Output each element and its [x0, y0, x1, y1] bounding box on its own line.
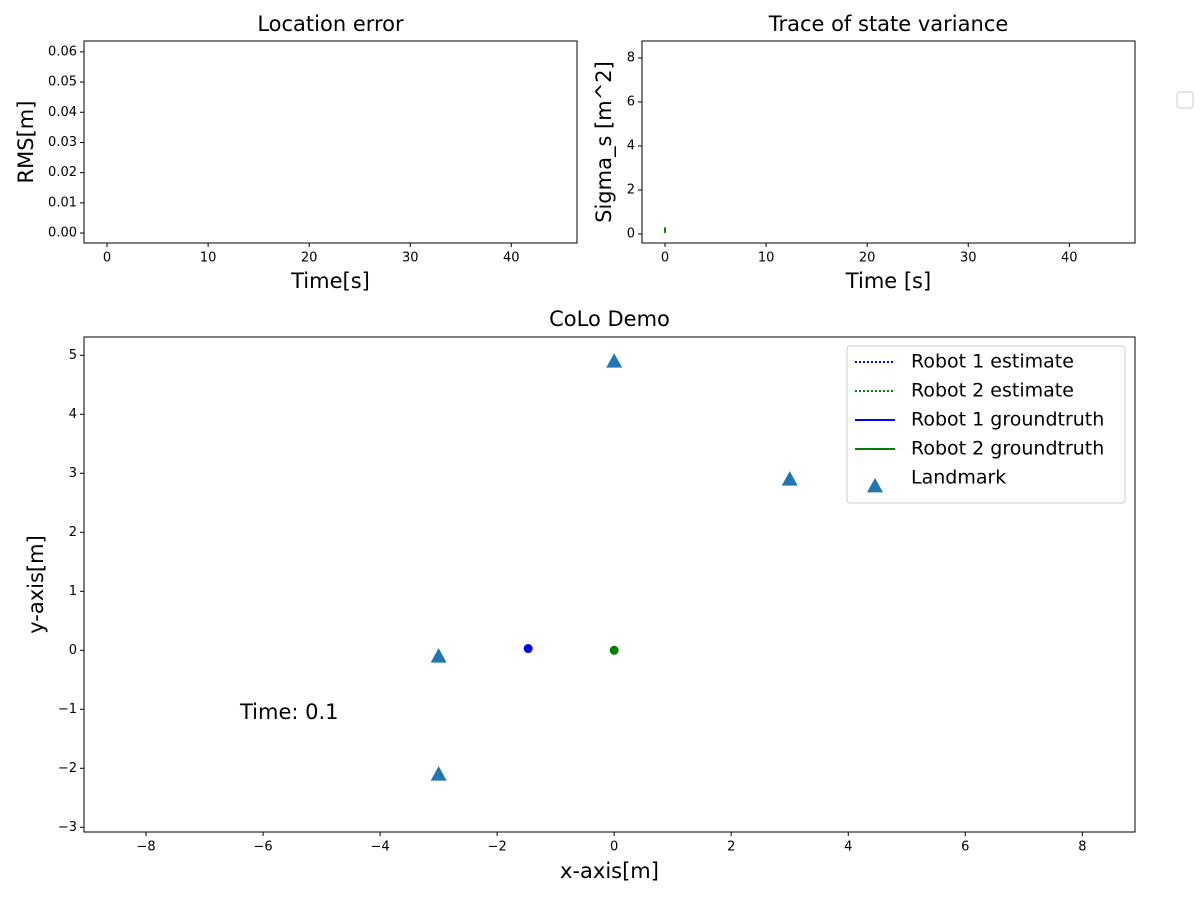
robot-position: [523, 644, 533, 654]
y-tick-label: 6: [627, 94, 635, 109]
y-tick-label: 0.03: [48, 135, 77, 150]
y-tick-label: 5: [69, 348, 77, 363]
legend-label: Robot 1 groundtruth: [911, 409, 1104, 431]
y-tick-label: −1: [58, 702, 77, 717]
x-tick-label: 30: [960, 251, 977, 266]
y-tick-label: 1: [69, 584, 77, 599]
x-tick-label: 6: [961, 840, 969, 855]
y-tick-label: −2: [58, 761, 77, 776]
x-tick-label: 10: [200, 251, 217, 266]
chart-title: CoLo Demo: [549, 307, 670, 331]
y-tick-label: 0.05: [48, 75, 77, 90]
x-tick-label: 0: [661, 251, 669, 266]
x-tick-label: 0: [103, 251, 111, 266]
y-tick-label: 4: [69, 407, 77, 422]
landmark: [606, 353, 623, 368]
y-tick-label: 0: [627, 226, 635, 241]
x-tick-label: 2: [727, 840, 735, 855]
landmark: [781, 471, 798, 486]
y-tick-label: 0.02: [48, 165, 77, 180]
plot-frame: [641, 40, 1136, 244]
y-axis-label: RMS[m]: [14, 101, 38, 184]
x-axis-label: Time [s]: [845, 269, 931, 293]
y-tick-label: 0: [69, 643, 77, 658]
y-tick-label: 2: [69, 525, 77, 540]
x-tick-label: 10: [758, 251, 775, 266]
legend-box: [846, 345, 1126, 504]
x-tick-label: −4: [371, 840, 390, 855]
y-tick-label: 0.06: [48, 44, 77, 59]
y-tick-label: −3: [58, 820, 77, 835]
y-tick-label: 2: [627, 182, 635, 197]
y-tick-label: 0.00: [48, 226, 77, 241]
y-tick-label: 4: [627, 138, 635, 153]
y-tick-label: 3: [69, 466, 77, 481]
legend-label: Robot 2 groundtruth: [911, 438, 1104, 460]
x-tick-label: −8: [136, 840, 155, 855]
chart-title: Trace of state variance: [768, 12, 1009, 36]
x-tick-label: 4: [844, 840, 852, 855]
y-axis-label: y-axis[m]: [24, 535, 48, 634]
x-tick-label: 40: [503, 251, 520, 266]
x-tick-label: 20: [301, 251, 318, 266]
x-tick-label: −2: [488, 840, 507, 855]
x-tick-label: 8: [1078, 840, 1086, 855]
x-tick-label: 20: [859, 251, 876, 266]
y-axis-label: Sigma_s [m^2]: [592, 61, 617, 223]
landmark: [430, 648, 447, 663]
legend-label: Robot 1 estimate: [911, 351, 1074, 373]
legend-label: Landmark: [911, 467, 1006, 489]
plot-frame: [83, 40, 578, 244]
y-tick-label: 0.04: [48, 105, 77, 120]
x-axis-label: x-axis[m]: [560, 859, 659, 883]
legend-marker: [867, 478, 883, 493]
y-tick-label: 8: [627, 50, 635, 65]
legend-label: Robot 2 estimate: [911, 380, 1074, 402]
x-tick-label: −6: [253, 840, 272, 855]
empty-legend: [1176, 91, 1194, 109]
annotation: Time: 0.1: [239, 700, 339, 724]
y-tick-label: 0.01: [48, 195, 77, 210]
x-tick-label: 30: [402, 251, 419, 266]
x-axis-label: Time[s]: [290, 269, 370, 293]
robot-position: [609, 645, 619, 655]
x-tick-label: 0: [610, 840, 618, 855]
landmark: [430, 766, 447, 781]
chart-title: Location error: [257, 12, 404, 36]
x-tick-label: 40: [1061, 251, 1078, 266]
